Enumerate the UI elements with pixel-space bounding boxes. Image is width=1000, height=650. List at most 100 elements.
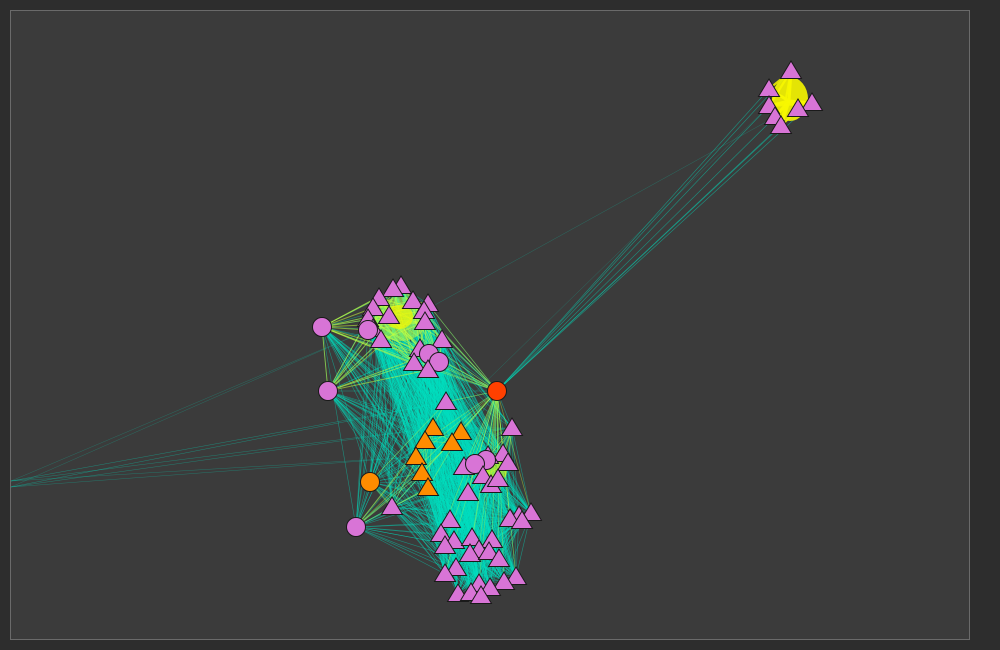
- edge: [327, 390, 509, 464]
- orange-triangle-node[interactable]: [421, 417, 445, 436]
- pink-triangle-node[interactable]: [402, 352, 426, 371]
- pink-triangle-node[interactable]: [444, 557, 468, 576]
- pink-triangle-node[interactable]: [460, 527, 484, 546]
- edge: [327, 339, 382, 392]
- edge: [355, 472, 423, 528]
- graph-canvas[interactable]: [10, 10, 970, 640]
- edge: [369, 401, 447, 483]
- pink-triangle-node[interactable]: [800, 92, 824, 111]
- edge: [427, 303, 498, 392]
- pink-circle-node[interactable]: [465, 454, 485, 474]
- pink-triangle-node[interactable]: [519, 502, 543, 521]
- edge: [423, 310, 498, 392]
- pink-triangle-node[interactable]: [504, 566, 528, 585]
- edge: [321, 326, 426, 442]
- edge: [391, 506, 446, 575]
- edge: [321, 326, 498, 392]
- pink-triangle-node[interactable]: [434, 391, 458, 410]
- edge: [11, 427, 434, 482]
- edge: [444, 475, 484, 547]
- pink-triangle-node[interactable]: [430, 329, 454, 348]
- edge: [496, 390, 504, 455]
- edge: [421, 427, 513, 474]
- edge: [327, 390, 462, 433]
- edge: [496, 105, 770, 392]
- pink-triangle-node[interactable]: [492, 571, 516, 590]
- pink-triangle-node[interactable]: [438, 509, 462, 528]
- pink-triangle-node[interactable]: [786, 98, 810, 117]
- edge: [391, 506, 472, 594]
- pink-triangle-node[interactable]: [487, 548, 511, 567]
- edge: [427, 369, 509, 464]
- pink-triangle-node[interactable]: [377, 305, 401, 324]
- pink-triangle-node[interactable]: [456, 482, 480, 501]
- edge: [474, 463, 491, 589]
- edge: [470, 463, 476, 594]
- network-graph[interactable]: [11, 11, 969, 639]
- edge: [355, 456, 417, 528]
- orange-triangle-node[interactable]: [404, 446, 428, 465]
- pink-triangle-node[interactable]: [458, 543, 482, 562]
- edge: [321, 326, 459, 595]
- edge: [511, 427, 532, 514]
- pink-triangle-node[interactable]: [416, 359, 440, 378]
- orange-circle-node[interactable]: [360, 472, 380, 492]
- edge: [355, 466, 465, 528]
- pink-circle-node[interactable]: [312, 317, 332, 337]
- pink-triangle-node[interactable]: [779, 60, 803, 79]
- pink-triangle-node[interactable]: [469, 585, 493, 604]
- edge: [327, 362, 415, 392]
- pink-triangle-node[interactable]: [478, 577, 502, 596]
- pink-triangle-node[interactable]: [369, 329, 393, 348]
- edge: [480, 390, 498, 597]
- pink-triangle-node[interactable]: [486, 468, 510, 487]
- pink-triangle-node[interactable]: [381, 278, 405, 297]
- pink-triangle-node[interactable]: [433, 535, 457, 554]
- edge: [355, 526, 457, 569]
- pink-triangle-node[interactable]: [477, 541, 501, 560]
- edge: [496, 390, 532, 514]
- edge: [391, 506, 480, 585]
- edge: [11, 456, 417, 488]
- orange-triangle-node[interactable]: [440, 432, 464, 451]
- edge: [369, 390, 498, 483]
- edge: [415, 456, 465, 468]
- pink-triangle-node[interactable]: [433, 563, 457, 582]
- pink-triangle-node[interactable]: [500, 417, 524, 436]
- edge: [438, 361, 504, 455]
- node-layer: [312, 60, 824, 604]
- edge: [428, 353, 532, 514]
- red-circle-node[interactable]: [487, 381, 507, 401]
- edge: [355, 526, 446, 575]
- pink-triangle-node[interactable]: [496, 452, 520, 471]
- edge: [391, 506, 457, 569]
- edge: [11, 329, 369, 488]
- edge: [391, 506, 451, 521]
- pink-circle-node[interactable]: [346, 517, 366, 537]
- pink-triangle-node[interactable]: [769, 115, 793, 134]
- pink-triangle-node[interactable]: [380, 496, 404, 515]
- orange-triangle-node[interactable]: [410, 462, 434, 481]
- edge: [367, 318, 504, 455]
- edge: [327, 390, 434, 429]
- orange-triangle-node[interactable]: [449, 421, 473, 440]
- edge: [355, 390, 498, 528]
- edge: [511, 427, 520, 517]
- edge: [507, 462, 532, 514]
- pink-circle-node[interactable]: [358, 320, 378, 340]
- edge: [355, 442, 453, 528]
- pink-triangle-node[interactable]: [413, 311, 437, 330]
- orange-triangle-node[interactable]: [416, 477, 440, 496]
- edge: [496, 88, 770, 392]
- pink-circle-node[interactable]: [318, 381, 338, 401]
- edge: [327, 369, 429, 392]
- edge: [427, 303, 498, 392]
- orange-triangle-node[interactable]: [413, 430, 437, 449]
- edge: [11, 427, 434, 488]
- edge: [355, 526, 491, 589]
- edge: [11, 456, 417, 482]
- edge: [321, 326, 462, 433]
- pink-triangle-node[interactable]: [401, 290, 425, 309]
- edge: [463, 390, 498, 468]
- pink-triangle-node[interactable]: [510, 510, 534, 529]
